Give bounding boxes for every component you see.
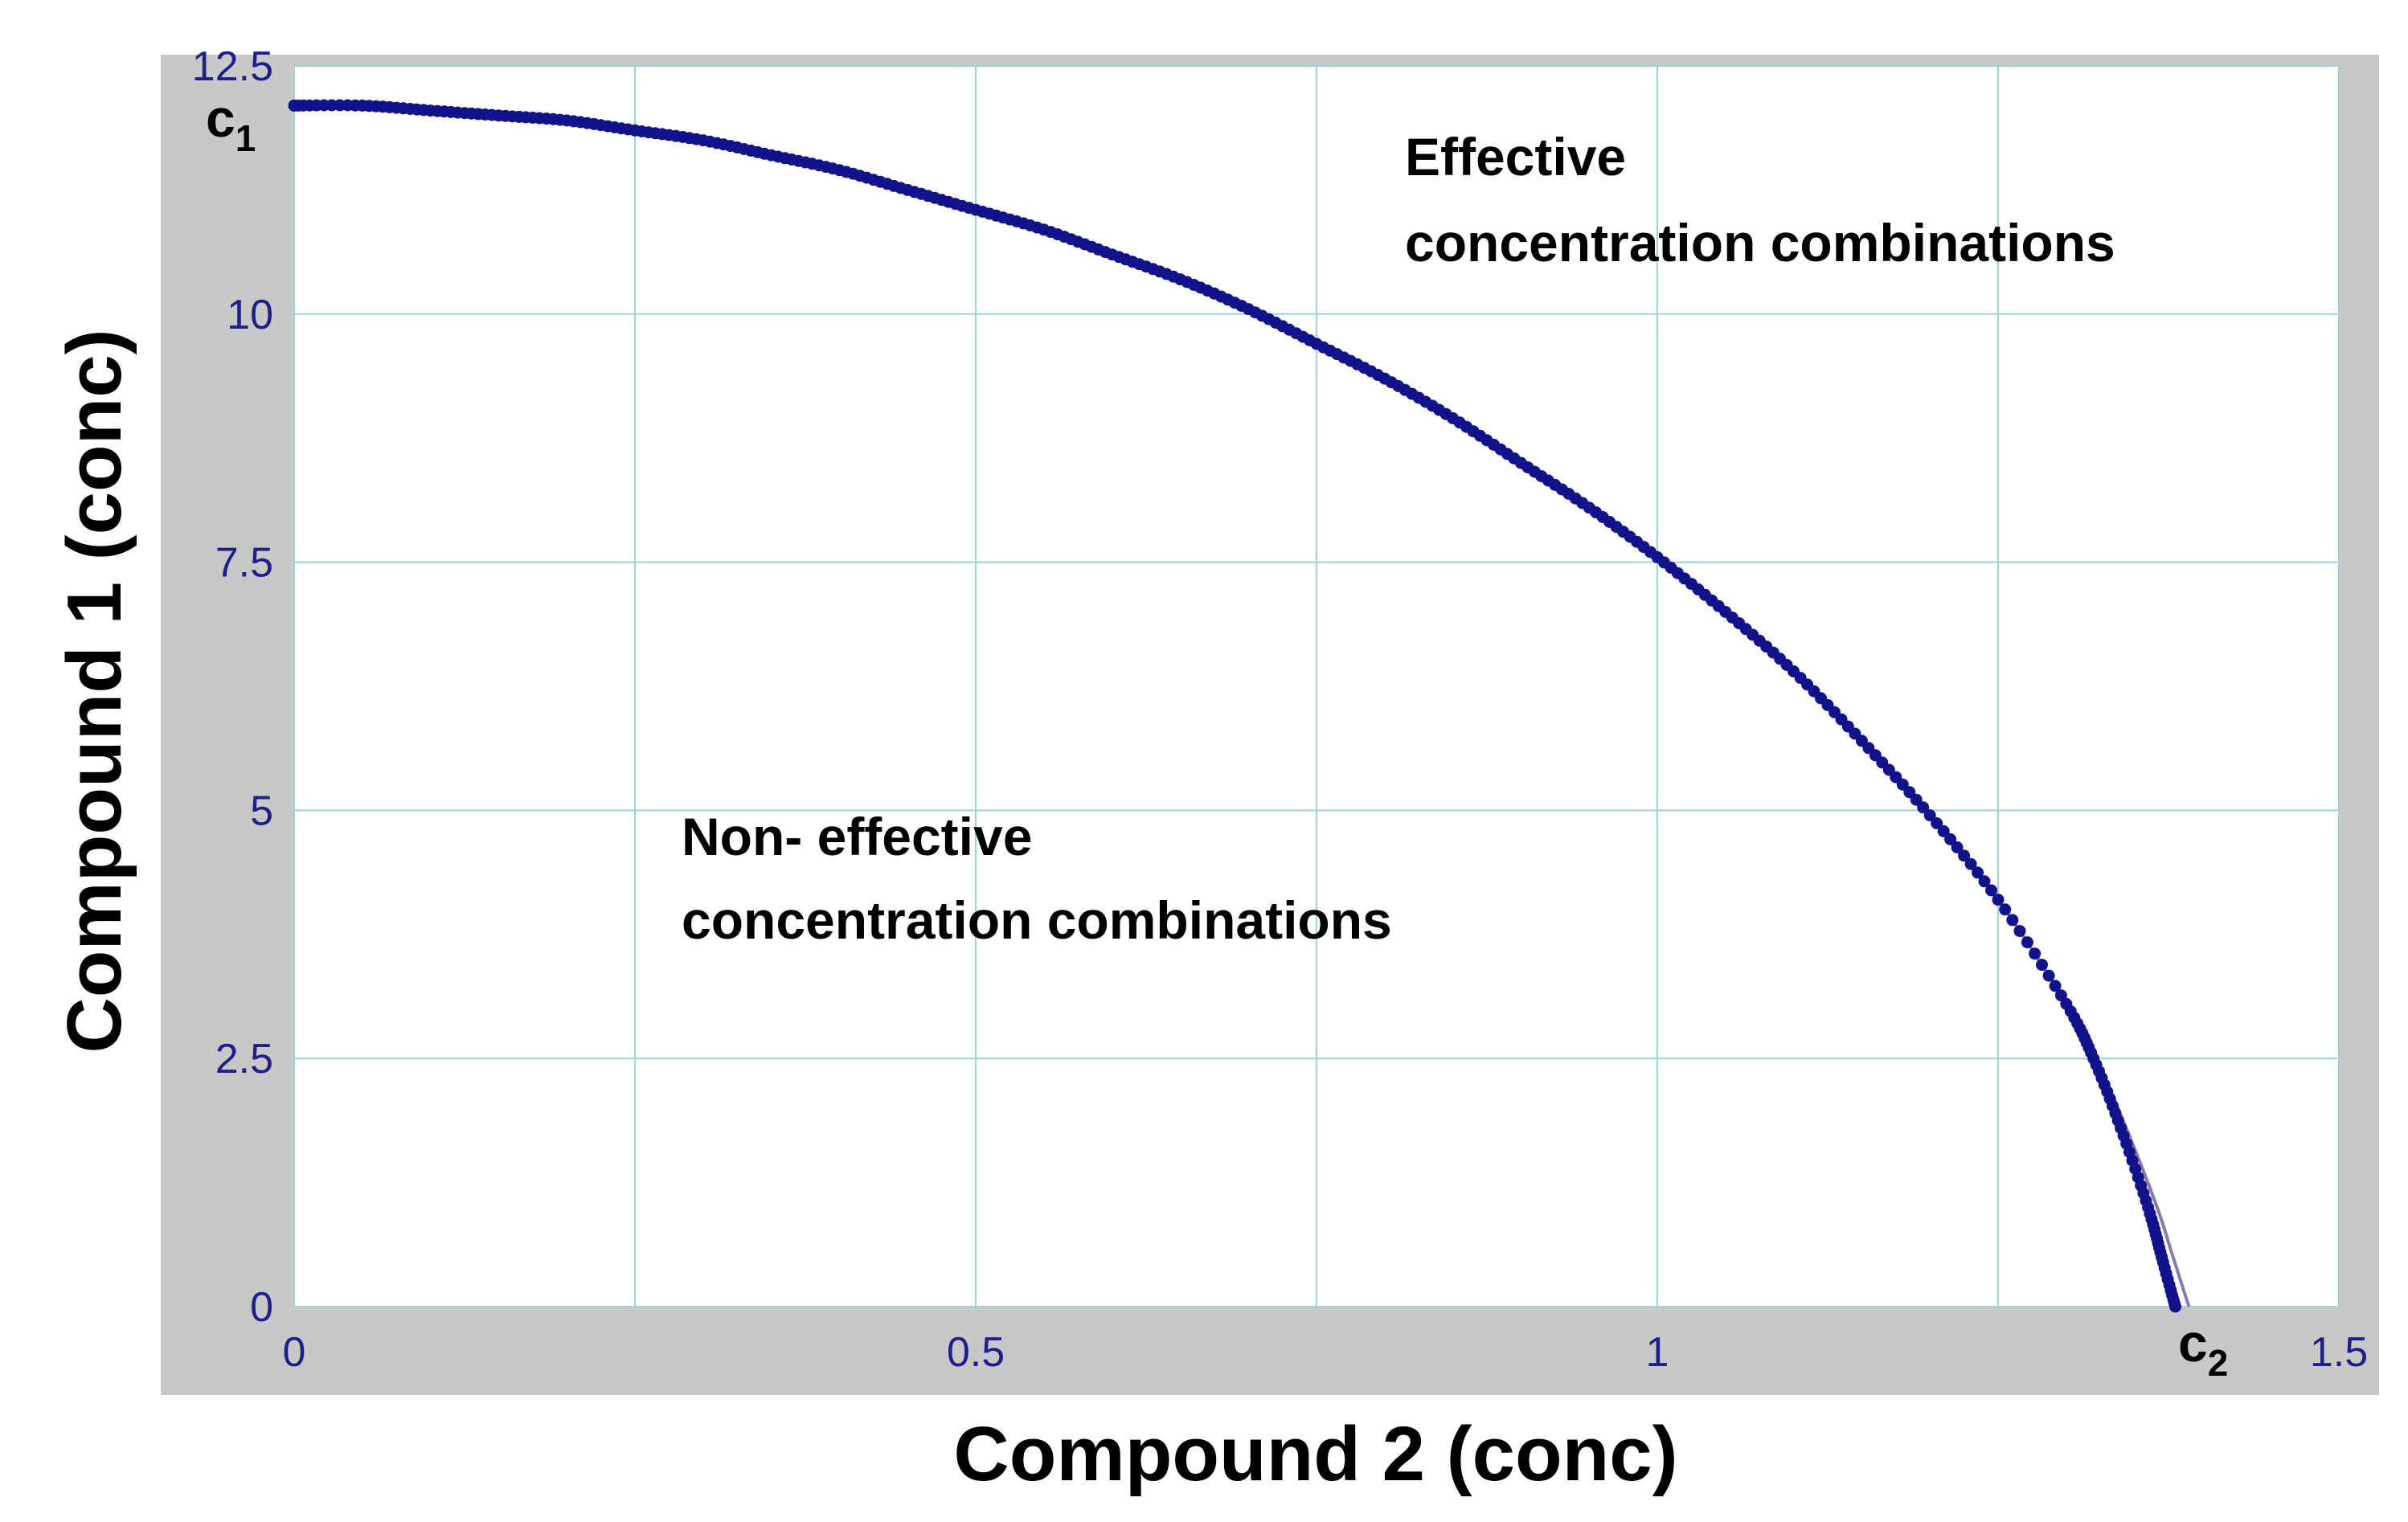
data-point [2029, 947, 2041, 960]
x-tick-label: 1 [1646, 1329, 1669, 1376]
data-point [2042, 969, 2055, 982]
data-point [1978, 875, 1991, 888]
endpoint-c1-sub: 1 [235, 117, 256, 159]
data-point [2036, 959, 2048, 972]
annotation-effective-line1: Effective [1405, 127, 1626, 186]
data-point [1876, 756, 1889, 769]
data-point [1944, 833, 1957, 845]
endpoint-c1-base: c [206, 88, 235, 148]
annotation-effective-line2: concentration combinations [1405, 213, 2115, 272]
endpoint-c2-label: c2 [2178, 1313, 2228, 1384]
y-tick-label: 10 [227, 292, 273, 338]
annotation-noneffective-line1: Non- effective [682, 807, 1032, 866]
data-point [1937, 824, 1950, 837]
endpoint-c2-base: c [2178, 1313, 2208, 1373]
x-tick-label: 1.5 [2310, 1329, 2368, 1376]
data-point [2013, 925, 2026, 938]
data-point [1910, 793, 1923, 806]
data-point [1958, 849, 1971, 862]
data-point [2006, 914, 2019, 927]
endpoint-c2-sub: 2 [2208, 1342, 2229, 1384]
y-tick-label: 12.5 [192, 43, 273, 90]
data-point [1992, 894, 2005, 906]
data-point [1964, 857, 1977, 870]
data-point [1896, 778, 1909, 791]
annotation-noneffective-line2: concentration combinations [682, 890, 1392, 950]
data-point [1972, 866, 1984, 879]
data-point [2021, 936, 2033, 949]
data-point [1931, 817, 1943, 829]
data-point [1985, 884, 1997, 897]
data-point [1923, 809, 1936, 822]
data-point [1903, 786, 1916, 799]
y-tick-label: 0 [250, 1284, 273, 1331]
data-point [1917, 801, 1930, 814]
x-tick-label: 0 [283, 1329, 306, 1376]
data-point [1890, 771, 1902, 784]
data-point [2169, 1300, 2181, 1313]
y-tick-label: 2.5 [215, 1036, 273, 1082]
data-point [1951, 841, 1964, 853]
tick-labels: 0 0.5 1 1.5 0 2.5 5 7.5 10 12.5 [192, 43, 2368, 1376]
data-point [1999, 903, 2012, 916]
data-point [2049, 980, 2062, 992]
data-markers [288, 99, 2181, 1313]
grid-lines [293, 65, 2340, 1307]
y-axis-title: Compound 1 (conc) [51, 329, 137, 1053]
y-tick-label: 7.5 [215, 540, 273, 587]
data-point [1882, 763, 1895, 776]
endpoint-c1-label: c1 [206, 88, 256, 159]
x-tick-label: 0.5 [947, 1329, 1005, 1376]
y-tick-label: 5 [250, 788, 273, 834]
x-axis-title: Compound 2 (conc) [953, 1411, 1677, 1497]
